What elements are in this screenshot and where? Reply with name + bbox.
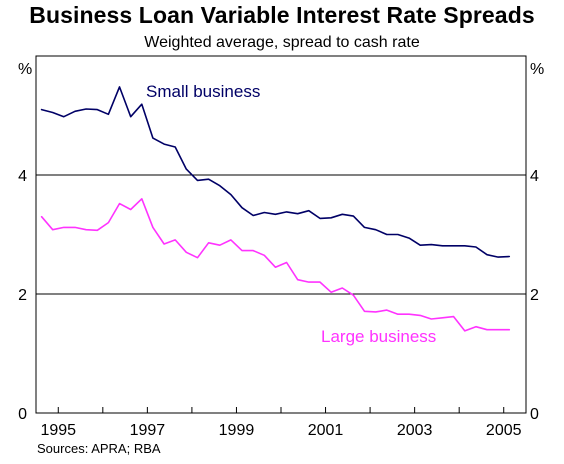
series-line-small-business: [40, 86, 511, 258]
x-tick-label-1999: 1999: [219, 422, 255, 439]
x-tick-label-2005: 2005: [486, 422, 522, 439]
y-tick-right-2: 2: [530, 287, 539, 304]
y-tick-left-4: 4: [18, 168, 27, 185]
gridlines: [36, 174, 526, 295]
series-label-large-business: Large business: [321, 327, 436, 346]
y-tick-right-0: 0: [530, 406, 539, 423]
x-tick-label-2001: 2001: [308, 422, 344, 439]
series-label-small-business: Small business: [146, 82, 260, 101]
chart-source: Sources: APRA; RBA: [37, 441, 161, 456]
x-tick-label-1995: 1995: [40, 422, 76, 439]
series-lines: [40, 86, 511, 332]
y-unit-left: %: [18, 61, 32, 78]
y-tick-right-4: 4: [530, 168, 539, 185]
axis-ticks: 0 0 2 2 4 4 1995 1997 1999 2001 2003 2005: [18, 168, 539, 439]
y-unit-right: %: [530, 61, 544, 78]
x-tick-label-1997: 1997: [130, 422, 166, 439]
y-tick-left-2: 2: [18, 287, 27, 304]
chart-subtitle: Weighted average, spread to cash rate: [144, 34, 420, 51]
x-tick-label-2003: 2003: [397, 422, 433, 439]
y-tick-left-0: 0: [18, 406, 27, 423]
series-line-large-business: [40, 198, 511, 332]
chart-title: Business Loan Variable Interest Rate Spr…: [29, 2, 535, 28]
